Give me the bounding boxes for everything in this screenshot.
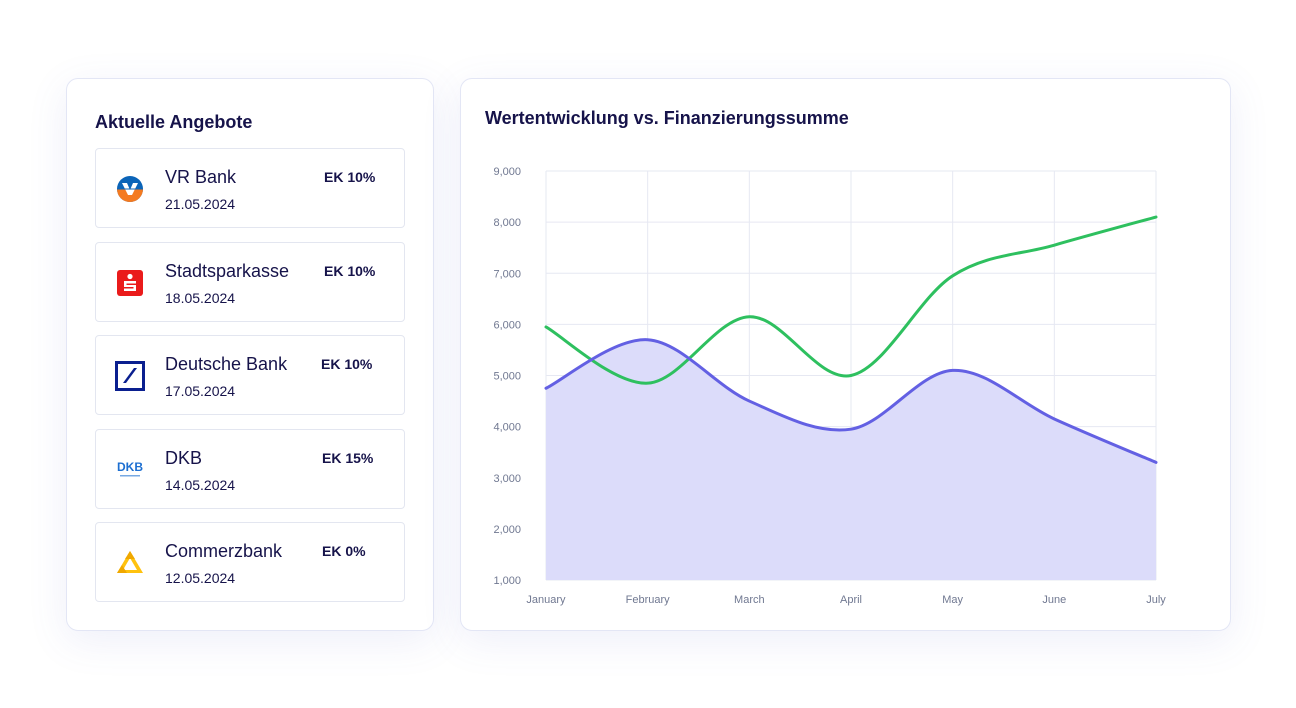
- dkb-logo-icon: DKB: [114, 454, 146, 486]
- bank-name: Deutsche Bank: [165, 354, 288, 374]
- x-tick-label: June: [1042, 594, 1066, 606]
- offer-item-vr-bank[interactable]: VR Bank 21.05.2024 EK 10%: [95, 148, 405, 228]
- offer-date: 21.05.2024: [165, 196, 236, 212]
- equity-label: EK 10%: [321, 356, 373, 372]
- offer-date: 12.05.2024: [165, 570, 236, 586]
- equity-label: EK 10%: [324, 263, 376, 279]
- series-area-fill: [546, 339, 1156, 580]
- dkb-logo-text: DKB: [117, 460, 143, 474]
- offer-item-dkb[interactable]: DKB DKB 14.05.2024 EK 15%: [95, 429, 405, 509]
- x-tick-label: March: [734, 594, 765, 606]
- x-tick-label: July: [1146, 594, 1166, 606]
- chart-title: Wertentwicklung vs. Finanzierungssumme: [485, 108, 849, 128]
- chart-card: Wertentwicklung vs. Finanzierungssumme 9…: [460, 78, 1231, 631]
- chart-axis-labels: 9,000 8,000 7,000 6,000 5,000 4,000 3,000 2,000…: [493, 166, 1166, 606]
- y-tick-label: 7,000: [493, 268, 521, 280]
- x-tick-label: May: [942, 594, 963, 606]
- y-tick-label: 9,000: [493, 166, 521, 178]
- y-tick-label: 2,000: [493, 524, 521, 536]
- bank-name: DKB: [165, 448, 203, 468]
- offer-item-stadtsparkasse[interactable]: Stadtsparkasse 18.05.2024 EK 10%: [95, 242, 405, 322]
- x-tick-label: April: [840, 594, 862, 606]
- chart-area-layer: [546, 339, 1156, 580]
- y-tick-label: 3,000: [493, 473, 521, 485]
- commerzbank-logo-icon: [114, 547, 146, 579]
- bank-name: VR Bank: [165, 167, 237, 187]
- offer-date: 17.05.2024: [165, 383, 236, 399]
- value-vs-financing-chart: 9,000 8,000 7,000 6,000 5,000 4,000 3,000 2,000…: [493, 166, 1166, 606]
- deutsche-bank-logo-icon: [114, 360, 146, 392]
- offers-card: Aktuelle Angebote VR Bank 21.05.2024 EK …: [66, 78, 434, 631]
- y-tick-label: 5,000: [493, 371, 521, 383]
- offers-title: Aktuelle Angebote: [95, 112, 253, 132]
- offer-item-commerzbank[interactable]: Commerzbank 12.05.2024 EK 0%: [95, 522, 405, 602]
- chart-line-layer: [544, 215, 1158, 464]
- vr-bank-logo-icon: [114, 173, 146, 205]
- equity-label: EK 15%: [322, 450, 374, 466]
- bank-name: Stadtsparkasse: [165, 261, 290, 281]
- offer-item-deutsche-bank[interactable]: Deutsche Bank 17.05.2024 EK 10%: [95, 335, 405, 415]
- offer-date: 14.05.2024: [165, 477, 236, 493]
- x-tick-label: January: [526, 594, 566, 606]
- y-tick-label: 6,000: [493, 319, 521, 331]
- equity-label: EK 0%: [322, 543, 366, 559]
- y-tick-label: 8,000: [493, 217, 521, 229]
- offer-date: 18.05.2024: [165, 290, 236, 306]
- x-tick-label: February: [626, 594, 671, 606]
- y-tick-label: 4,000: [493, 422, 521, 434]
- y-tick-label: 1,000: [493, 575, 521, 587]
- bank-name: Commerzbank: [165, 541, 283, 561]
- equity-label: EK 10%: [324, 169, 376, 185]
- series-line-2: [544, 338, 1158, 464]
- sparkasse-logo-icon: [114, 267, 146, 299]
- series-line-1: [544, 215, 1158, 385]
